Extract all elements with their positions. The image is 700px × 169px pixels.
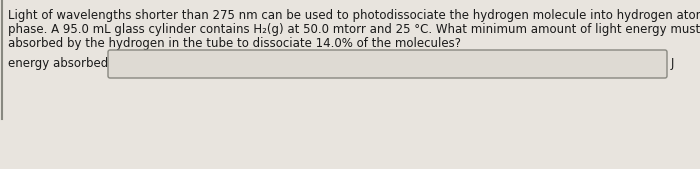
Text: phase. A 95.0 mL glass cylinder contains H₂(g) at 50.0 mtorr and 25 °C. What min: phase. A 95.0 mL glass cylinder contains…	[8, 23, 700, 36]
Text: J: J	[671, 57, 674, 70]
Text: Light of wavelengths shorter than 275 nm can be used to photodissociate the hydr: Light of wavelengths shorter than 275 nm…	[8, 9, 700, 22]
FancyBboxPatch shape	[108, 50, 667, 78]
Text: energy absorbed:: energy absorbed:	[8, 57, 112, 70]
Text: absorbed by the hydrogen in the tube to dissociate 14.0% of the molecules?: absorbed by the hydrogen in the tube to …	[8, 37, 461, 50]
